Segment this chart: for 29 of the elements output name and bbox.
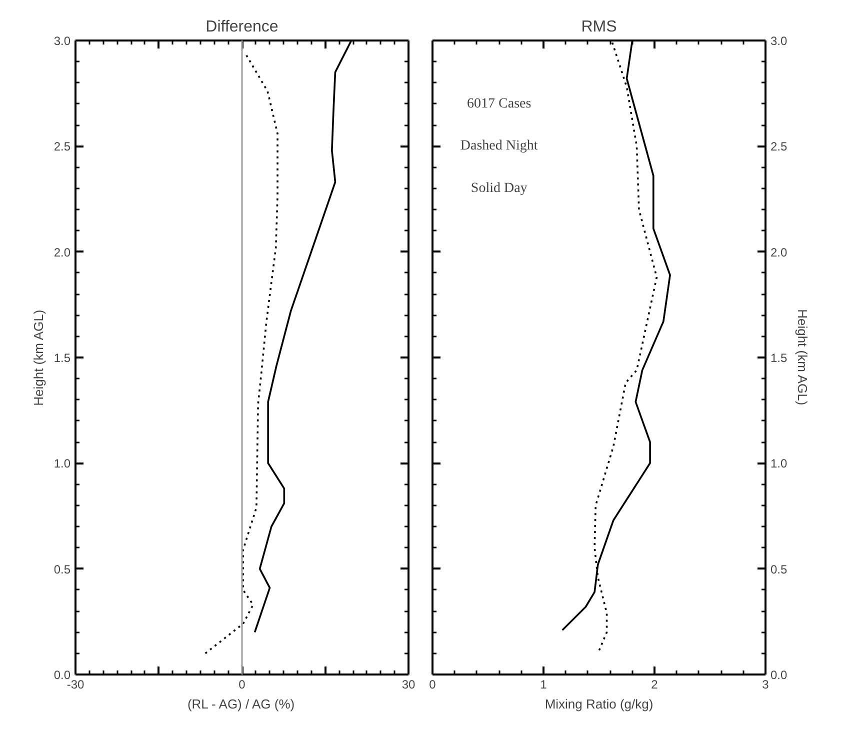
y-tick-label: 1.0 [54, 456, 71, 471]
chart-title: RMS [581, 18, 617, 36]
chart-title: Difference [206, 18, 278, 36]
x-tick-label: 30 [402, 678, 416, 692]
y-axis-title: Height (km AGL) [30, 310, 46, 406]
y-tick-label: 2.5 [770, 140, 788, 154]
y-tick-label: 3.0 [770, 34, 788, 48]
y-tick-label: 2.0 [770, 245, 788, 260]
annotation: Solid Day [470, 180, 528, 196]
y-tick-label: 1.0 [770, 456, 788, 471]
x-tick-label: 3 [762, 678, 770, 692]
y-tick-label: 0.5 [770, 562, 788, 576]
annotation: Dashed Night [460, 138, 538, 154]
x-tick-label: 1 [540, 678, 548, 692]
x-axis-title: Mixing Ratio (g/kg) [544, 696, 654, 712]
annotation: 6017 Cases [467, 96, 532, 112]
y-tick-label: 0.5 [54, 562, 71, 576]
y-tick-label: 1.5 [770, 351, 788, 365]
line-series [204, 54, 278, 654]
y-tick-label: 0.0 [770, 668, 788, 682]
y-tick-label: 3.0 [54, 34, 71, 48]
y-tick-label: 2.5 [54, 140, 71, 154]
x-tick-label: 2 [651, 678, 658, 692]
x-tick-label: 0 [429, 678, 436, 692]
y-tick-label: 2.0 [54, 245, 71, 260]
y-tick-label: 1.5 [54, 351, 71, 365]
y-axis-title: Height (km AGL) [795, 309, 810, 406]
x-tick-label: 0 [238, 678, 246, 692]
x-axis-title: (RL - AG) / AG (%) [187, 696, 295, 712]
